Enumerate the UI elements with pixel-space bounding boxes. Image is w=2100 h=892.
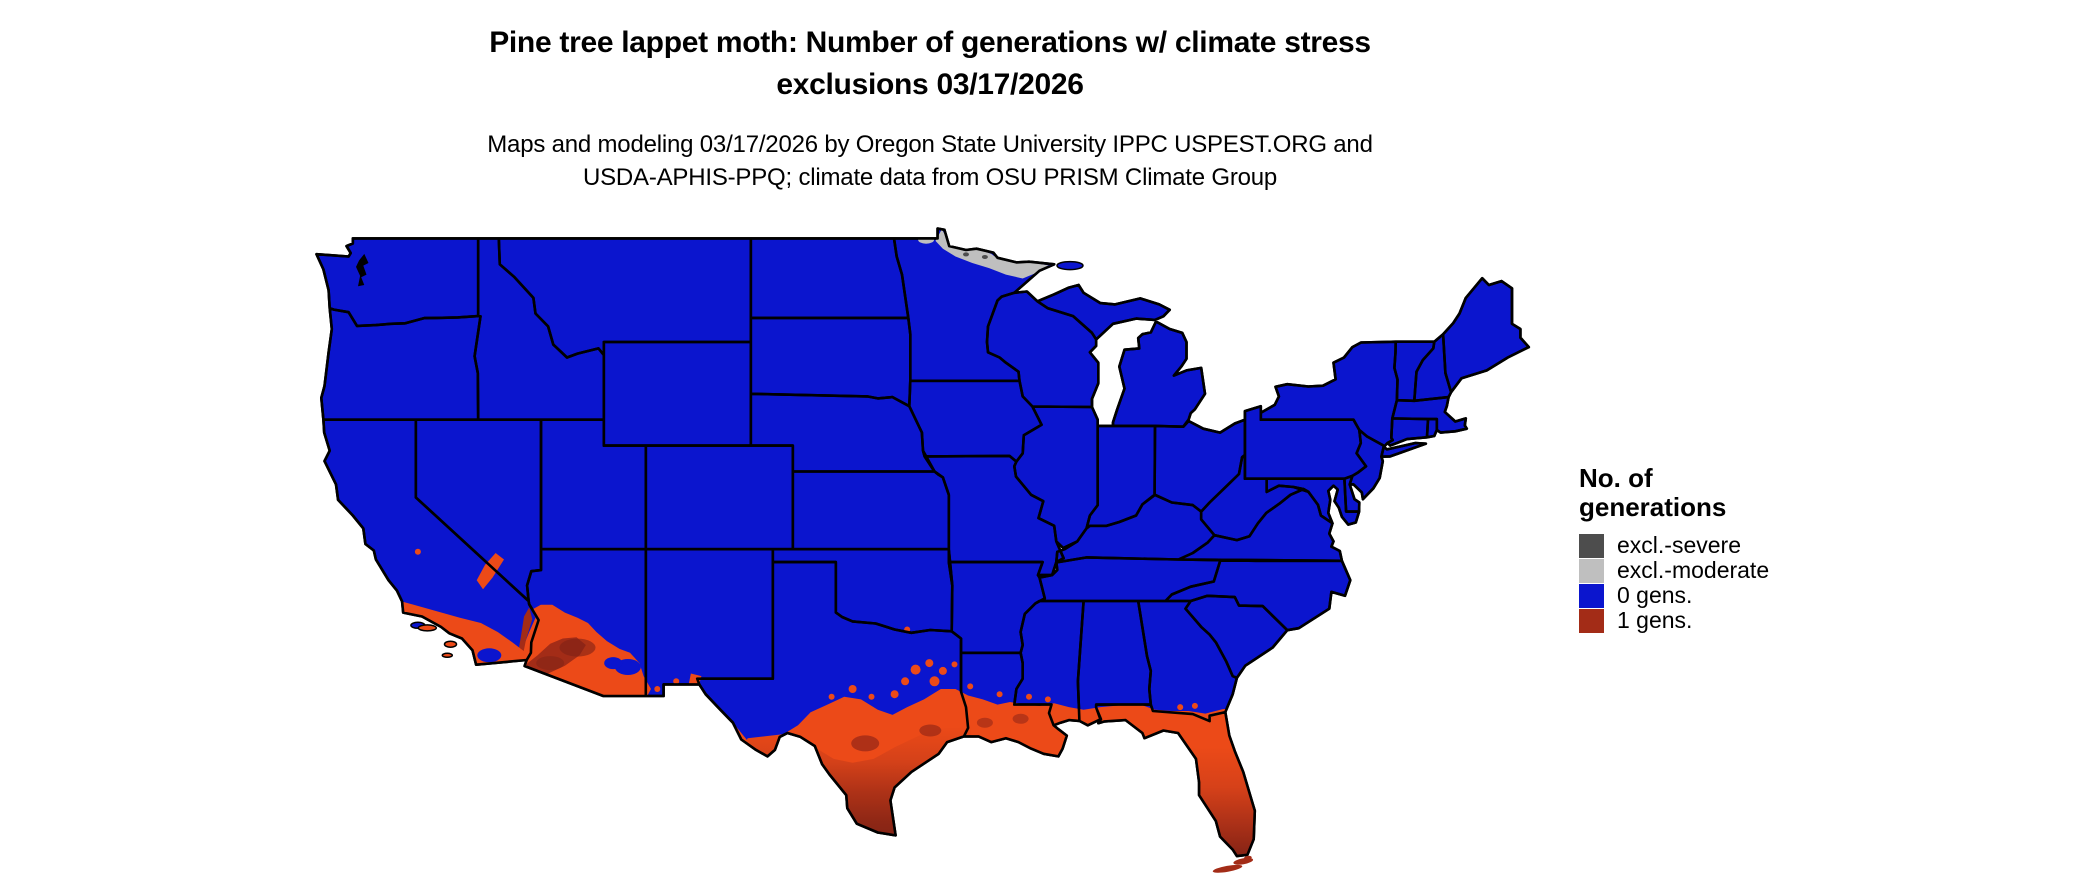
legend-swatch <box>1579 558 1604 583</box>
heat-colorado-river-valley <box>517 607 533 661</box>
heat-blob-zero <box>477 648 502 663</box>
heat-one-gen-gulf-band <box>726 689 1260 857</box>
heat-blob-zero <box>604 657 623 670</box>
heat-speckle <box>929 676 940 687</box>
figure-title-line1: Pine tree lappet moth: Number of generat… <box>489 26 1371 59</box>
figure-subtitle-line1: Maps and modeling 03/17/2026 by Oregon S… <box>487 131 1373 158</box>
islands-and-keys <box>410 260 1254 873</box>
florida-keys <box>1243 855 1252 860</box>
heat-speckle <box>910 664 921 675</box>
exclusion-moderate-minnesota <box>935 229 1050 279</box>
heat-blob-high <box>851 735 880 752</box>
heat-speckle <box>890 690 899 699</box>
heat-speckle <box>654 686 661 692</box>
legend-items: excl.-severe excl.-moderate 0 gens. 1 gens. <box>1579 533 1809 633</box>
heat-death-valley <box>476 553 504 590</box>
heat-speckle <box>938 666 947 675</box>
legend-item: 0 gens. <box>1579 583 1809 608</box>
heat-blob-high <box>1012 713 1029 724</box>
figure-subtitle: Maps and modeling 03/17/2026 by Oregon S… <box>230 128 1630 194</box>
legend-item: excl.-moderate <box>1579 558 1809 583</box>
heat-blob-high <box>919 724 942 737</box>
heat-blob-severe <box>963 252 969 257</box>
island <box>417 624 438 632</box>
heat-socal-coast <box>400 601 526 665</box>
state-borders <box>315 227 1531 858</box>
heat-blob-deep <box>559 638 596 657</box>
heat-speckle <box>828 693 835 700</box>
heat-speckle <box>996 691 1003 698</box>
florida-keys <box>1212 864 1243 873</box>
legend-title: No. of generations <box>1579 464 1809 522</box>
map-legend: No. of generations excl.-severe excl.-mod… <box>1579 464 1809 633</box>
heat-speckle <box>1044 696 1051 703</box>
heat-blob-deep <box>536 656 565 671</box>
heat-speckle <box>925 659 934 668</box>
legend-swatch <box>1579 533 1604 558</box>
figure-title-line2: exclusions 03/17/2026 <box>776 68 1084 101</box>
heat-speckle <box>1177 704 1184 711</box>
heat-speckle <box>1191 702 1198 709</box>
legend-item-label: 1 gens. <box>1617 607 1693 633</box>
heat-speckle <box>673 678 680 685</box>
legend-swatch <box>1579 608 1604 633</box>
figure-title: Pine tree lappet moth: Number of generat… <box>230 22 1630 106</box>
legend-item-label: excl.-moderate <box>1617 557 1770 583</box>
heat-florida-gradient <box>1182 740 1258 857</box>
island <box>443 640 458 648</box>
island <box>441 652 454 659</box>
legend-item: 1 gens. <box>1579 608 1809 633</box>
heat-speckle <box>901 677 910 686</box>
legend-item-label: 0 gens. <box>1617 582 1693 608</box>
legend-item: excl.-severe <box>1579 533 1809 558</box>
legend-title-line2: generations <box>1579 492 1727 522</box>
puget-sound-detail <box>356 253 369 287</box>
legend-title-line1: No. of <box>1579 463 1653 493</box>
heat-speckle <box>1026 693 1032 700</box>
heat-speckle <box>951 661 958 668</box>
island <box>1056 260 1084 271</box>
heat-speckle <box>848 685 857 693</box>
heat-blob-high <box>976 717 993 728</box>
heat-speckle <box>868 693 875 700</box>
heat-speckle <box>967 683 974 690</box>
legend-item-label: excl.-severe <box>1617 532 1741 558</box>
figure-subtitle-line2: USDA-APHIS-PPQ; climate data from OSU PR… <box>582 164 1278 191</box>
heat-speckle <box>414 548 421 555</box>
heat-blob-severe <box>981 255 988 259</box>
legend-swatch <box>1579 583 1604 608</box>
